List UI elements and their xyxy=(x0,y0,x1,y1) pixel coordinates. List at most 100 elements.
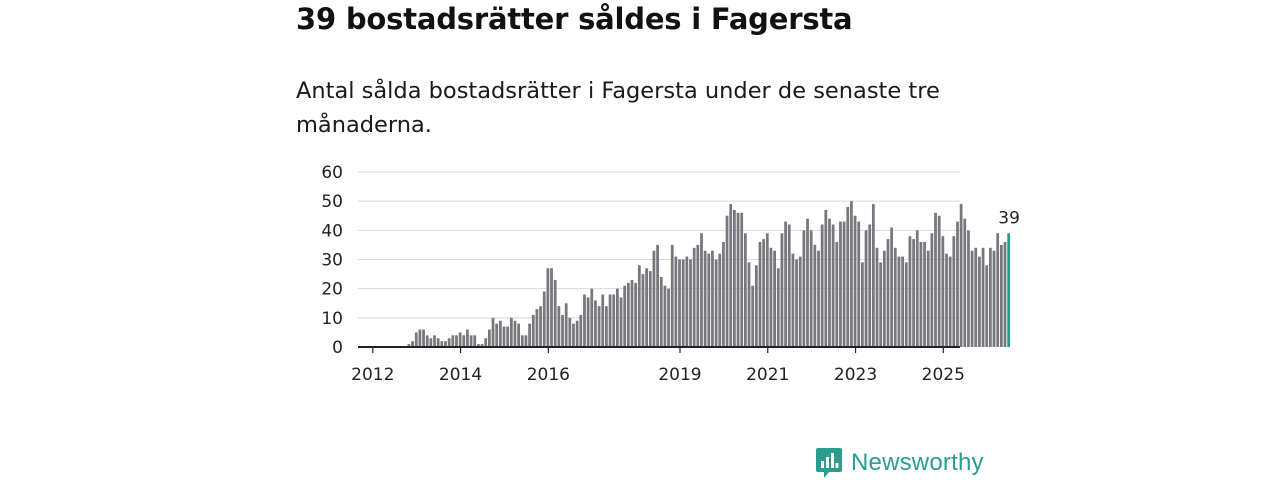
bar xyxy=(648,271,652,347)
bar xyxy=(736,212,740,347)
bar xyxy=(776,268,780,347)
bar xyxy=(601,294,605,347)
bar xyxy=(846,207,850,347)
bar xyxy=(978,256,981,347)
bar xyxy=(996,233,1000,347)
bar xyxy=(681,259,685,347)
bar xyxy=(425,335,429,347)
bar xyxy=(915,230,919,347)
bar xyxy=(879,262,883,347)
x-tick-label: 2014 xyxy=(439,365,482,385)
bar xyxy=(711,250,714,347)
bar xyxy=(433,335,436,347)
bar xyxy=(586,297,590,347)
bar xyxy=(769,247,773,347)
bar xyxy=(451,335,455,347)
bar xyxy=(491,317,495,347)
bar xyxy=(985,265,989,347)
bar xyxy=(765,233,769,347)
bar xyxy=(539,306,542,347)
y-tick-label: 40 xyxy=(321,221,343,241)
bar xyxy=(553,279,557,347)
newsworthy-logo[interactable]: Newsworthy xyxy=(815,446,984,480)
bar xyxy=(407,344,411,347)
bar xyxy=(440,341,444,347)
bar xyxy=(678,259,681,347)
bar xyxy=(729,204,733,347)
bar xyxy=(824,209,828,347)
bar xyxy=(992,250,996,347)
bar xyxy=(802,230,806,347)
bar xyxy=(608,294,612,347)
latest-value-label: 39 xyxy=(998,208,1020,228)
bar xyxy=(908,236,912,347)
bar xyxy=(674,256,678,347)
y-tick-label: 10 xyxy=(321,309,343,329)
bar xyxy=(751,285,755,347)
bar xyxy=(725,215,729,347)
bar xyxy=(520,335,524,347)
bar xyxy=(835,242,839,347)
bar xyxy=(495,323,499,347)
bar xyxy=(524,335,528,347)
bar xyxy=(828,218,831,347)
chart-title: 39 bostadsrätter såldes i Fagersta xyxy=(296,2,853,36)
x-tick-label: 2012 xyxy=(351,365,394,385)
bar xyxy=(531,314,535,347)
bar xyxy=(784,221,787,347)
bar xyxy=(714,259,718,347)
bar xyxy=(480,344,484,347)
bar xyxy=(875,247,879,347)
bar xyxy=(974,247,978,347)
bar xyxy=(861,262,864,347)
bar xyxy=(842,221,846,347)
bar xyxy=(509,317,513,347)
bar xyxy=(952,236,956,347)
bar xyxy=(436,338,440,347)
bar xyxy=(590,288,594,347)
bar xyxy=(634,282,638,347)
bar xyxy=(506,326,510,347)
bar-series xyxy=(407,201,1011,347)
y-tick-label: 0 xyxy=(332,338,343,358)
bar xyxy=(893,247,897,347)
brand-name: Newsworthy xyxy=(851,449,984,476)
bar xyxy=(568,317,572,347)
bar xyxy=(707,253,711,347)
bar xyxy=(820,224,824,347)
bar xyxy=(733,209,736,347)
bar xyxy=(919,242,923,347)
bar xyxy=(652,250,656,347)
bar xyxy=(473,335,477,347)
bar xyxy=(557,306,561,347)
bar xyxy=(868,224,872,347)
bar xyxy=(740,212,744,347)
bar xyxy=(502,326,506,347)
bar xyxy=(930,233,934,347)
bar-highlight xyxy=(1007,233,1011,347)
bar xyxy=(700,233,703,347)
bar xyxy=(583,294,586,347)
bar xyxy=(656,244,659,347)
bar xyxy=(462,335,466,347)
bar xyxy=(444,341,447,347)
bar xyxy=(579,314,583,347)
bar xyxy=(857,221,861,347)
bar xyxy=(663,285,667,347)
bar xyxy=(956,221,959,347)
bar xyxy=(477,344,480,347)
bar xyxy=(561,314,564,347)
bar xyxy=(762,239,766,347)
y-tick-label: 20 xyxy=(321,280,343,300)
bar xyxy=(659,277,663,347)
bar xyxy=(934,212,937,347)
bar xyxy=(813,244,817,347)
bar xyxy=(926,250,930,347)
bar xyxy=(981,247,985,347)
bar xyxy=(542,291,546,347)
bar xyxy=(626,282,630,347)
bar xyxy=(758,242,762,347)
bar xyxy=(773,250,776,347)
bar xyxy=(605,306,608,347)
